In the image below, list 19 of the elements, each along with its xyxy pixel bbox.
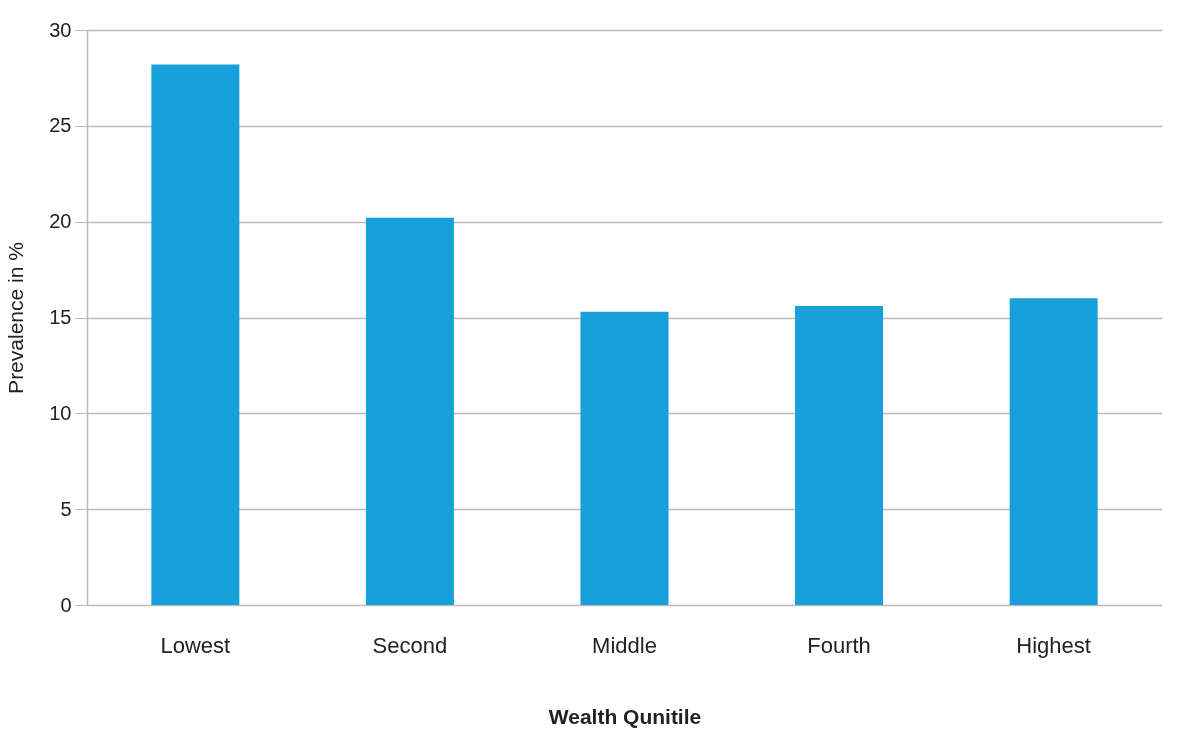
bar xyxy=(580,311,669,605)
bar xyxy=(795,306,884,605)
bar xyxy=(151,64,240,605)
bar xyxy=(365,217,454,605)
x-tick-label: Highest xyxy=(1016,632,1091,658)
y-tick-label: 5 xyxy=(60,497,72,520)
bar xyxy=(1009,298,1098,605)
y-tick-label: 30 xyxy=(49,18,72,41)
x-axis-title: Wealth Qunitile xyxy=(548,704,702,728)
x-tick-label: Fourth xyxy=(807,632,871,658)
y-axis-title: Prevalence in % xyxy=(4,242,28,394)
y-tick-label: 25 xyxy=(49,114,72,137)
x-tick-label: Second xyxy=(372,632,448,658)
y-tick-label: 20 xyxy=(49,210,72,233)
y-tick-label: 10 xyxy=(49,401,72,424)
x-tick-label: Lowest xyxy=(160,632,231,658)
y-tick-label: 15 xyxy=(49,306,72,328)
x-tick-label: Middle xyxy=(592,632,657,658)
y-tick-label: 0 xyxy=(60,593,72,616)
